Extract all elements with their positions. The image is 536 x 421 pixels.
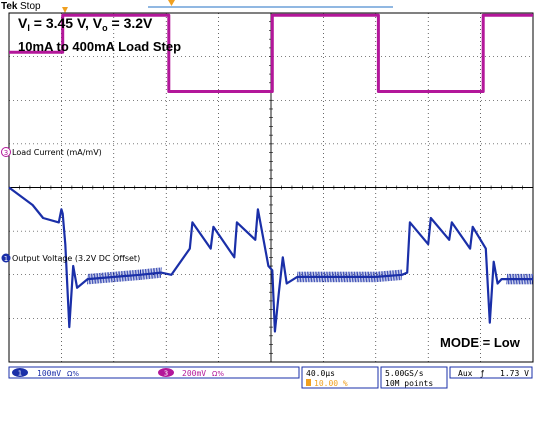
- ch1-coupling: Ω%: [67, 370, 79, 378]
- ch3-coupling: Ω%: [212, 370, 224, 378]
- ch3-label: Load Current (mA/mV): [12, 148, 102, 157]
- ch3-marker-number: 3: [4, 149, 8, 157]
- ch1-marker-number: 1: [4, 255, 8, 263]
- mode-annotation: MODE = Low: [440, 335, 521, 350]
- trigger-time-marker: [62, 7, 68, 13]
- timebase: 40.0µs: [306, 369, 335, 378]
- acquisition-box[interactable]: [380, 366, 448, 389]
- trigger-position: 10.00 %: [314, 379, 348, 388]
- trigger-level: 1.73 V: [500, 369, 529, 378]
- ch3-marker-icon: [1, 147, 11, 157]
- ch1-marker-icon: [1, 253, 11, 263]
- load-current-trace: [9, 13, 533, 93]
- record-length: 10M points: [385, 379, 433, 388]
- ch1-readout-badge: [12, 368, 28, 377]
- trigger-source: Aux: [458, 369, 473, 378]
- input-output-voltage-annotation: VI = 3.45 V, Vo = 3.2V: [18, 15, 153, 33]
- ch3-readout-number: 3: [164, 370, 168, 378]
- status-bar: 1 100mV Ω% 3 200mV Ω% 40.0µs 10.00 % 5.0…: [8, 366, 533, 389]
- acquisition-state: Stop: [20, 1, 41, 12]
- output-voltage-trace: [8, 186, 533, 333]
- ch1-scale: 100mV: [37, 369, 61, 378]
- load-current-waveform: [9, 13, 533, 93]
- timebase-box[interactable]: [301, 366, 379, 389]
- ch3-scale: 200mV: [182, 369, 206, 378]
- ch3-readout-badge: [158, 368, 174, 377]
- channel-readout-box[interactable]: [8, 366, 300, 379]
- trigger-position-icon: [306, 379, 311, 386]
- brand-label: Tek: [1, 1, 18, 12]
- trigger-box[interactable]: [449, 366, 533, 379]
- trigger-slope-icon: ƒ: [480, 369, 484, 378]
- load-step-annotation: 10mA to 400mA Load Step: [18, 39, 181, 54]
- output-voltage-trace-ringing: [87, 267, 534, 285]
- ch1-readout-number: 1: [18, 370, 22, 378]
- output-voltage-waveform: [8, 186, 534, 333]
- ch1-label: Output Voltage (3.2V DC Offset): [12, 254, 140, 263]
- sample-rate: 5.00GS/s: [385, 369, 424, 378]
- trigger-position-marker: [168, 0, 175, 6]
